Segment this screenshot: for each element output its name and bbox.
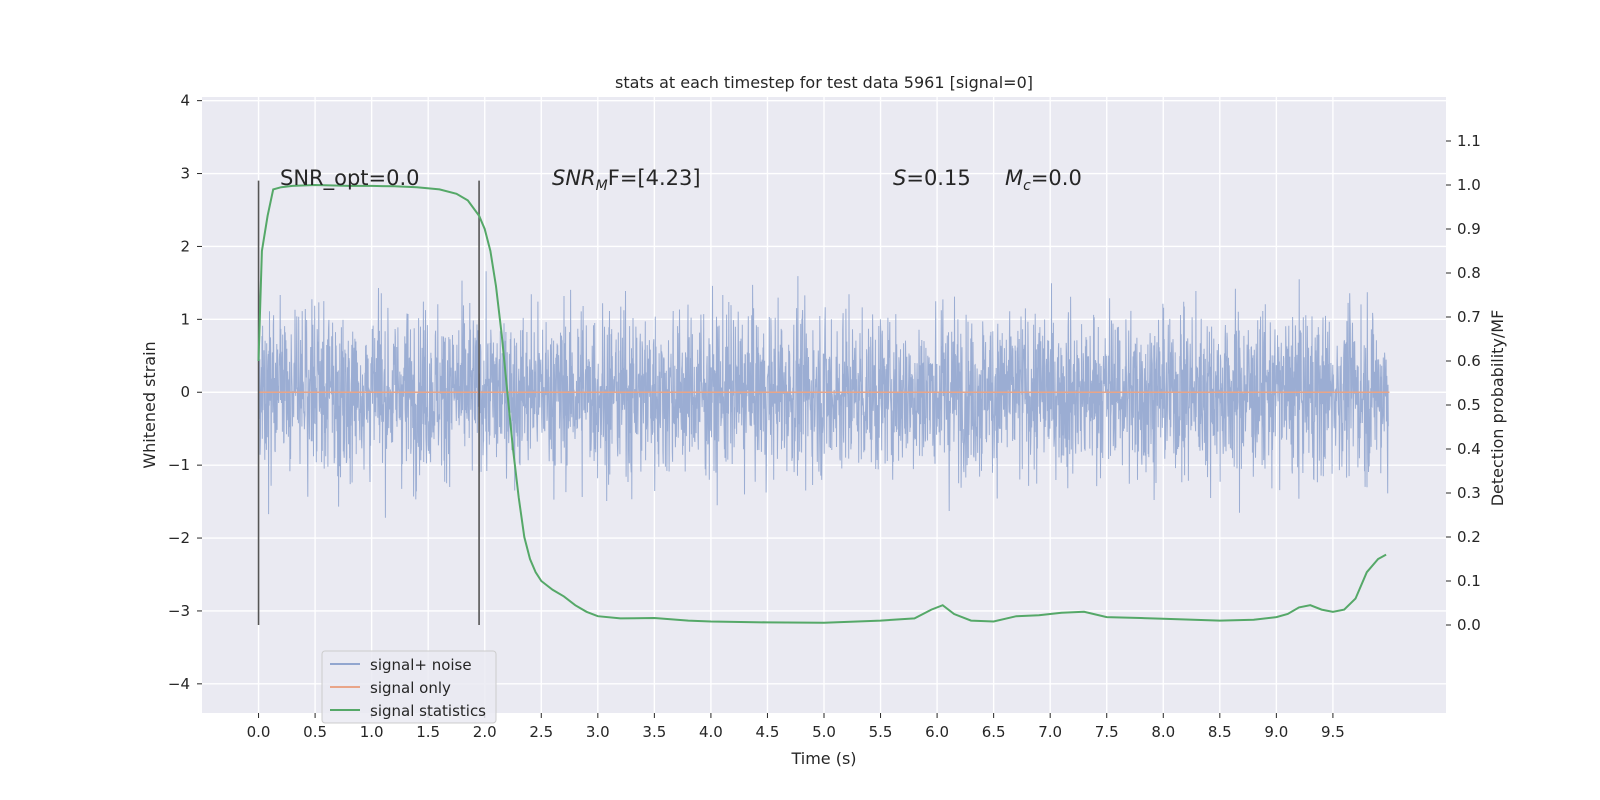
x-tick-label: 7.0	[1038, 723, 1062, 741]
x-tick-label: 6.0	[925, 723, 949, 741]
mc-annotation: Mc=0.0	[1005, 166, 1082, 194]
x-tick-label: 1.0	[360, 723, 384, 741]
y-tick-label: −1	[168, 456, 190, 474]
chart-title: stats at each timestep for test data 596…	[615, 73, 1033, 92]
legend: signal+ noise signal only signal statist…	[321, 650, 497, 724]
y-tick-label: −3	[168, 602, 190, 620]
x-tick-label: 5.5	[869, 723, 893, 741]
x-tick-label: 4.5	[756, 723, 780, 741]
snr-opt-annotation: SNR_opt=0.0	[280, 166, 420, 191]
x-tick-label: 2.5	[529, 723, 553, 741]
x-tick-label: 4.0	[699, 723, 723, 741]
y-right-ticks: 0.0 0.1 0.2 0.3 0.4 0.5 0.6 0.7 0.8 0.9 1.0 1.1	[1446, 132, 1481, 634]
x-tick-label: 8.5	[1208, 723, 1232, 741]
y-right-tick-label: 1.0	[1457, 176, 1481, 194]
legend-label-signal-noise: signal+ noise	[370, 656, 472, 674]
legend-frame	[321, 650, 497, 724]
s-annotation: S=0.15	[893, 166, 971, 190]
snr-mf-annotation: SNRMF=[4.23]	[552, 166, 701, 194]
y-right-tick-label: 0.1	[1457, 572, 1481, 590]
y-right-tick-label: 0.7	[1457, 308, 1481, 326]
x-tick-label: 9.5	[1321, 723, 1345, 741]
signal-noise-series	[258, 271, 1389, 518]
y-tick-label: 2	[180, 237, 190, 255]
signal-statistics-layer	[257, 183, 1387, 624]
s-value: =0.15	[906, 166, 970, 190]
legend-label-signal-statistics: signal statistics	[370, 702, 486, 720]
y-right-axis-label: Detection probability/MF	[1488, 310, 1507, 507]
legend-label-signal-only: signal only	[370, 679, 451, 697]
x-tick-label: 3.5	[642, 723, 666, 741]
y-ticks: −4 −3 −2 −1 0 1 2 3 4	[168, 92, 202, 693]
mc-symbol: M	[1005, 166, 1023, 190]
x-tick-label: 5.0	[812, 723, 836, 741]
reference-lines	[257, 180, 1390, 625]
y-tick-label: −4	[168, 675, 190, 693]
s-symbol: S	[893, 166, 906, 190]
y-right-tick-label: 0.0	[1457, 616, 1481, 634]
mc-subscript: c	[1023, 178, 1031, 194]
x-tick-label: 6.5	[982, 723, 1006, 741]
x-tick-label: 7.5	[1095, 723, 1119, 741]
y-right-tick-label: 0.4	[1457, 440, 1481, 458]
x-tick-label: 0.5	[303, 723, 327, 741]
y-tick-label: 0	[180, 383, 190, 401]
y-tick-label: −2	[168, 529, 190, 547]
y-right-tick-label: 0.5	[1457, 396, 1481, 414]
series-signal-statistics	[257, 183, 1387, 624]
x-tick-label: 9.0	[1264, 723, 1288, 741]
y-right-tick-label: 1.1	[1457, 132, 1481, 150]
x-axis-label: Time (s)	[790, 749, 856, 768]
x-tick-label: 3.0	[586, 723, 610, 741]
snr-mf-symbol: SNR	[552, 166, 596, 190]
x-tick-label: 2.0	[473, 723, 497, 741]
y-axis-label: Whitened strain	[140, 341, 159, 468]
y-right-tick-label: 0.8	[1457, 264, 1481, 282]
y-tick-label: 4	[180, 92, 190, 110]
series-signal-noise	[258, 271, 1389, 518]
y-right-tick-label: 0.9	[1457, 220, 1481, 238]
snr-mf-value: F=[4.23]	[608, 166, 701, 190]
y-right-tick-label: 0.3	[1457, 484, 1481, 502]
x-ticks: 0.0 0.5 1.0 1.5 2.0 2.5 3.0 3.5 4.0 4.5 5.0 5.5 6.0 6…	[247, 713, 1345, 741]
y-tick-label: 3	[180, 165, 190, 183]
x-tick-label: 0.0	[247, 723, 271, 741]
y-right-tick-label: 0.6	[1457, 352, 1481, 370]
y-tick-label: 1	[180, 310, 190, 328]
x-tick-label: 8.0	[1151, 723, 1175, 741]
y-right-tick-label: 0.2	[1457, 528, 1481, 546]
x-tick-label: 1.5	[416, 723, 440, 741]
mc-value: =0.0	[1031, 166, 1082, 190]
snr-mf-subscript: M	[596, 178, 608, 194]
